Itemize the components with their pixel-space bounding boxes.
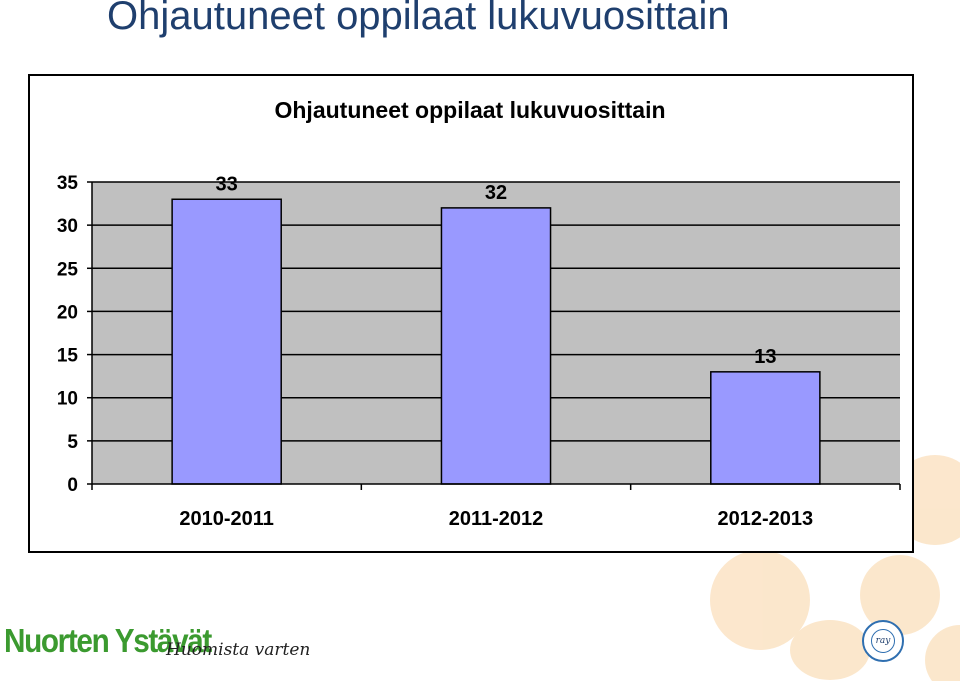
bar-2010-2011 — [171, 198, 282, 485]
y-tick-label: 25 — [57, 259, 79, 280]
bars — [171, 198, 821, 485]
x-tick-label: 2012-2013 — [718, 508, 814, 530]
bar-2012-2013 — [710, 371, 821, 485]
chart-frame: Ohjautuneet oppilaat lukuvuosittain 0 5 10… — [28, 74, 914, 553]
ray-seal-logo: ray — [862, 620, 904, 662]
y-tick-label: 10 — [57, 389, 78, 410]
x-tick-label: 2010-2011 — [179, 508, 274, 530]
y-tick-label: 15 — [57, 346, 79, 367]
data-label: 13 — [754, 346, 776, 368]
page-title: Ohjautuneet oppilaat lukuvuosittain — [107, 0, 730, 38]
axes — [87, 181, 901, 490]
bar-2011-2012 — [440, 207, 552, 485]
brand-logo: Nuorten Ystävät — [4, 622, 212, 659]
y-tick-label: 35 — [57, 173, 79, 194]
data-label: 32 — [485, 182, 507, 204]
bar-chart: Ohjautuneet oppilaat lukuvuosittain 0 5 10… — [57, 97, 901, 530]
x-axis-ticks: 2010-2011 2011-2012 2012-2013 — [179, 508, 813, 530]
y-tick-label: 0 — [67, 475, 78, 496]
x-tick-label: 2011-2012 — [449, 508, 544, 530]
y-tick-label: 5 — [67, 432, 78, 453]
y-tick-label: 20 — [57, 302, 78, 323]
data-labels: 33 32 13 — [216, 173, 777, 368]
y-tick-label: 30 — [57, 216, 78, 237]
ray-seal-text: ray — [871, 629, 895, 653]
y-axis-ticks: 0 5 10 15 20 25 30 35 — [57, 173, 79, 496]
chart-title: Ohjautuneet oppilaat lukuvuosittain — [274, 97, 665, 123]
brand-slogan: Huomista varten — [166, 640, 311, 660]
data-label: 33 — [216, 173, 238, 195]
